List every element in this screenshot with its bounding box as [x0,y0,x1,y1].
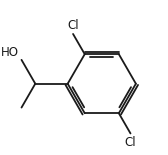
Text: Cl: Cl [125,136,136,149]
Text: Cl: Cl [67,19,79,32]
Text: HO: HO [1,46,19,59]
